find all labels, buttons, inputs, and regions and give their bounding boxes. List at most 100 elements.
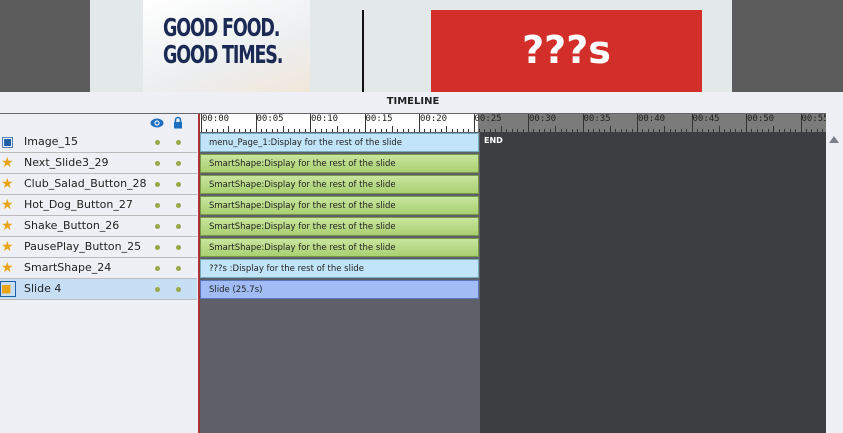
lock-toggle[interactable] [176, 182, 181, 187]
visibility-toggle[interactable] [155, 287, 160, 292]
ruler-tick [310, 114, 311, 132]
ruler-tick [315, 129, 317, 132]
layer-row[interactable]: ■ Slide 4 [0, 279, 197, 300]
timeline-bar[interactable]: SmartShape:Display for the rest of the s… [200, 217, 479, 236]
ruler-tick [206, 129, 208, 132]
layer-row[interactable]: ★ Club_Salad_Button_28 [0, 174, 197, 195]
ruler-tick [255, 114, 257, 132]
ruler-tick [348, 129, 350, 132]
ruler-tick [784, 129, 786, 132]
ruler-tick [369, 129, 371, 132]
playhead[interactable] [198, 114, 200, 433]
ruler-tick [746, 114, 747, 132]
ruler-tick [353, 129, 355, 132]
ruler-tick [544, 129, 546, 132]
ruler-label: 00:45 [692, 114, 720, 124]
scroll-up-icon[interactable] [829, 136, 839, 143]
ruler-tick [271, 129, 273, 132]
ruler-tick [511, 129, 513, 132]
ruler-tick [478, 129, 480, 132]
ruler-tick [239, 129, 241, 132]
ruler-tick [707, 129, 709, 132]
ruler-tick [735, 129, 737, 132]
ruler-tick [342, 129, 344, 132]
ruler-tick [642, 129, 644, 132]
ruler-tick [435, 129, 437, 132]
eye-icon[interactable] [150, 117, 164, 129]
timeline-bar[interactable]: Slide (25.7s) [200, 280, 479, 299]
red-smartshape[interactable]: ???s [431, 10, 702, 92]
ruler-tick [495, 129, 497, 132]
ruler-label: 00:00 [202, 114, 230, 124]
ruler-tick [201, 114, 202, 132]
ruler-tick [457, 129, 459, 132]
ruler-tick [560, 129, 562, 132]
ruler-tick [326, 129, 328, 132]
ruler-tick [653, 129, 655, 132]
layer-row[interactable]: ★ Shake_Button_26 [0, 216, 197, 237]
ruler-tick [762, 129, 764, 132]
image-15[interactable]: GOOD FOOD. GOOD TIMES. [143, 0, 310, 92]
lock-toggle[interactable] [176, 140, 181, 145]
visibility-toggle[interactable] [155, 161, 160, 166]
visibility-toggle[interactable] [155, 266, 160, 271]
timeline-bar[interactable]: SmartShape:Display for the rest of the s… [200, 175, 479, 194]
visibility-toggle[interactable] [155, 203, 160, 208]
ruler-tick [571, 129, 573, 132]
ruler-tick [337, 126, 339, 132]
layer-row[interactable]: ★ Next_Slide3_29 [0, 153, 197, 174]
end-marker: END [484, 136, 503, 145]
stage-area: GOOD FOOD. GOOD TIMES. ???s [0, 0, 843, 92]
time-ruler[interactable]: 00:00 00:05 00:10 00:15 00:20 00:25 00:30 00:35… [198, 114, 826, 132]
layer-row[interactable]: ▣ Image_15 [0, 132, 197, 153]
star-icon: ★ [1, 197, 14, 213]
timeline-bar[interactable]: ???s :Display for the rest of the slide [200, 259, 479, 278]
layer-row[interactable]: ★ Hot_Dog_Button_27 [0, 195, 197, 216]
ruler-tick [598, 129, 600, 132]
visibility-toggle[interactable] [155, 182, 160, 187]
lock-icon[interactable] [173, 116, 183, 129]
layer-row[interactable]: ★ PausePlay_Button_25 [0, 237, 197, 258]
ruler-tick [620, 129, 622, 132]
ruler-tick [718, 126, 720, 132]
lock-toggle[interactable] [176, 245, 181, 250]
visibility-toggle[interactable] [155, 140, 160, 145]
ruler-tick [364, 114, 366, 132]
ruler-tick [729, 129, 731, 132]
ruler-label: 00:20 [420, 114, 448, 124]
star-icon: ★ [1, 176, 14, 192]
ruler-tick [277, 129, 279, 132]
ruler-tick [631, 129, 633, 132]
ruler-tick [756, 129, 758, 132]
timeline-bar[interactable]: SmartShape:Display for the rest of the s… [200, 196, 479, 215]
ruler-label: 00:35 [583, 114, 611, 124]
vertical-scrollbar[interactable] [826, 114, 843, 433]
ruler-tick [702, 129, 704, 132]
lock-toggle[interactable] [176, 224, 181, 229]
lock-toggle[interactable] [176, 203, 181, 208]
ruler-tick [538, 129, 540, 132]
ruler-tick [811, 129, 813, 132]
timeline-bar[interactable]: menu_Page_1:Display for the rest of the … [200, 133, 479, 152]
visibility-toggle[interactable] [155, 224, 160, 229]
visibility-toggle[interactable] [155, 245, 160, 250]
ruler-tick [233, 129, 235, 132]
ruler-tick [462, 129, 464, 132]
ruler-tick [800, 114, 802, 132]
layer-name: Club_Salad_Button_28 [24, 177, 147, 190]
ruler-tick [778, 129, 780, 132]
lock-toggle[interactable] [176, 287, 181, 292]
lock-toggle[interactable] [176, 161, 181, 166]
layer-name: Slide 4 [24, 282, 62, 295]
ruler-tick [822, 129, 824, 132]
ruler-tick [282, 126, 284, 132]
ruler-tick [789, 129, 791, 132]
lock-toggle[interactable] [176, 266, 181, 271]
layer-row[interactable]: ★ SmartShape_24 [0, 258, 197, 279]
ruler-tick [566, 129, 568, 132]
ruler-tick [266, 129, 268, 132]
timeline-bar[interactable]: SmartShape:Display for the rest of the s… [200, 154, 479, 173]
layer-name: Shake_Button_26 [24, 219, 120, 232]
ruler-tick [299, 129, 301, 132]
timeline-bar[interactable]: SmartShape:Display for the rest of the s… [200, 238, 479, 257]
